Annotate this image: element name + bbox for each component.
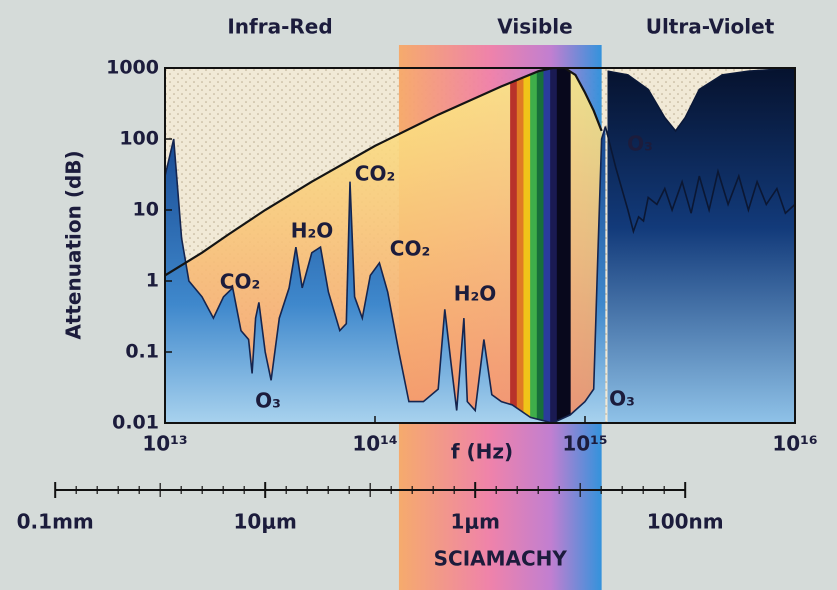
visible-stripe (543, 68, 550, 423)
annotation: O₃ (627, 132, 653, 156)
x-tick-label: 10¹⁵ (562, 432, 607, 456)
annotation: O₃ (609, 387, 635, 411)
sciamachy-label: SCIAMACHY (434, 547, 568, 571)
chart: Attenuation (dB) f (Hz) 0.01 0.1 1 10 100 100… (0, 0, 837, 590)
y-tick-label: 10 (133, 199, 159, 221)
annotation: O₃ (255, 389, 281, 413)
uv-fill (608, 68, 796, 423)
region-label: Infra-Red (227, 15, 332, 39)
visible-stripe (550, 68, 557, 423)
wavelength-label: 1μm (450, 510, 499, 534)
visible-band (510, 68, 571, 423)
wavelength-label: 10μm (234, 510, 297, 534)
wavelength-label: 0.1mm (17, 510, 94, 534)
y-tick-label: 1000 (106, 57, 159, 79)
annotation: H₂O (454, 282, 497, 306)
y-tick-label: 100 (119, 128, 159, 150)
visible-stripe (517, 68, 524, 423)
region-label: Visible (497, 15, 572, 39)
visible-stripe (510, 68, 517, 423)
y-tick-label: 1 (146, 270, 159, 292)
y-tick-label: 0.1 (125, 341, 159, 363)
x-tick-label: 10¹⁶ (772, 432, 817, 456)
x-tick-label: 10¹³ (142, 432, 187, 456)
x-tick-label: 10¹⁴ (352, 432, 397, 456)
y-tick-label: 0.01 (112, 412, 159, 434)
wavelength-label: 100nm (647, 510, 724, 534)
visible-stripe (523, 68, 530, 423)
y-axis-label: Attenuation (dB) (62, 150, 86, 339)
x-axis-label: f (Hz) (451, 440, 513, 464)
annotation: CO₂ (355, 162, 395, 186)
region-label: Ultra-Violet (646, 15, 775, 39)
annotation: CO₂ (390, 237, 430, 261)
visible-stripe (537, 68, 544, 423)
visible-stripe (530, 68, 537, 423)
annotation: H₂O (291, 219, 334, 243)
visible-stripe (564, 68, 571, 423)
visible-stripe (557, 68, 564, 423)
page: Attenuation (dB) f (Hz) 0.01 0.1 1 10 100 100… (0, 0, 837, 590)
annotation: CO₂ (220, 270, 260, 294)
